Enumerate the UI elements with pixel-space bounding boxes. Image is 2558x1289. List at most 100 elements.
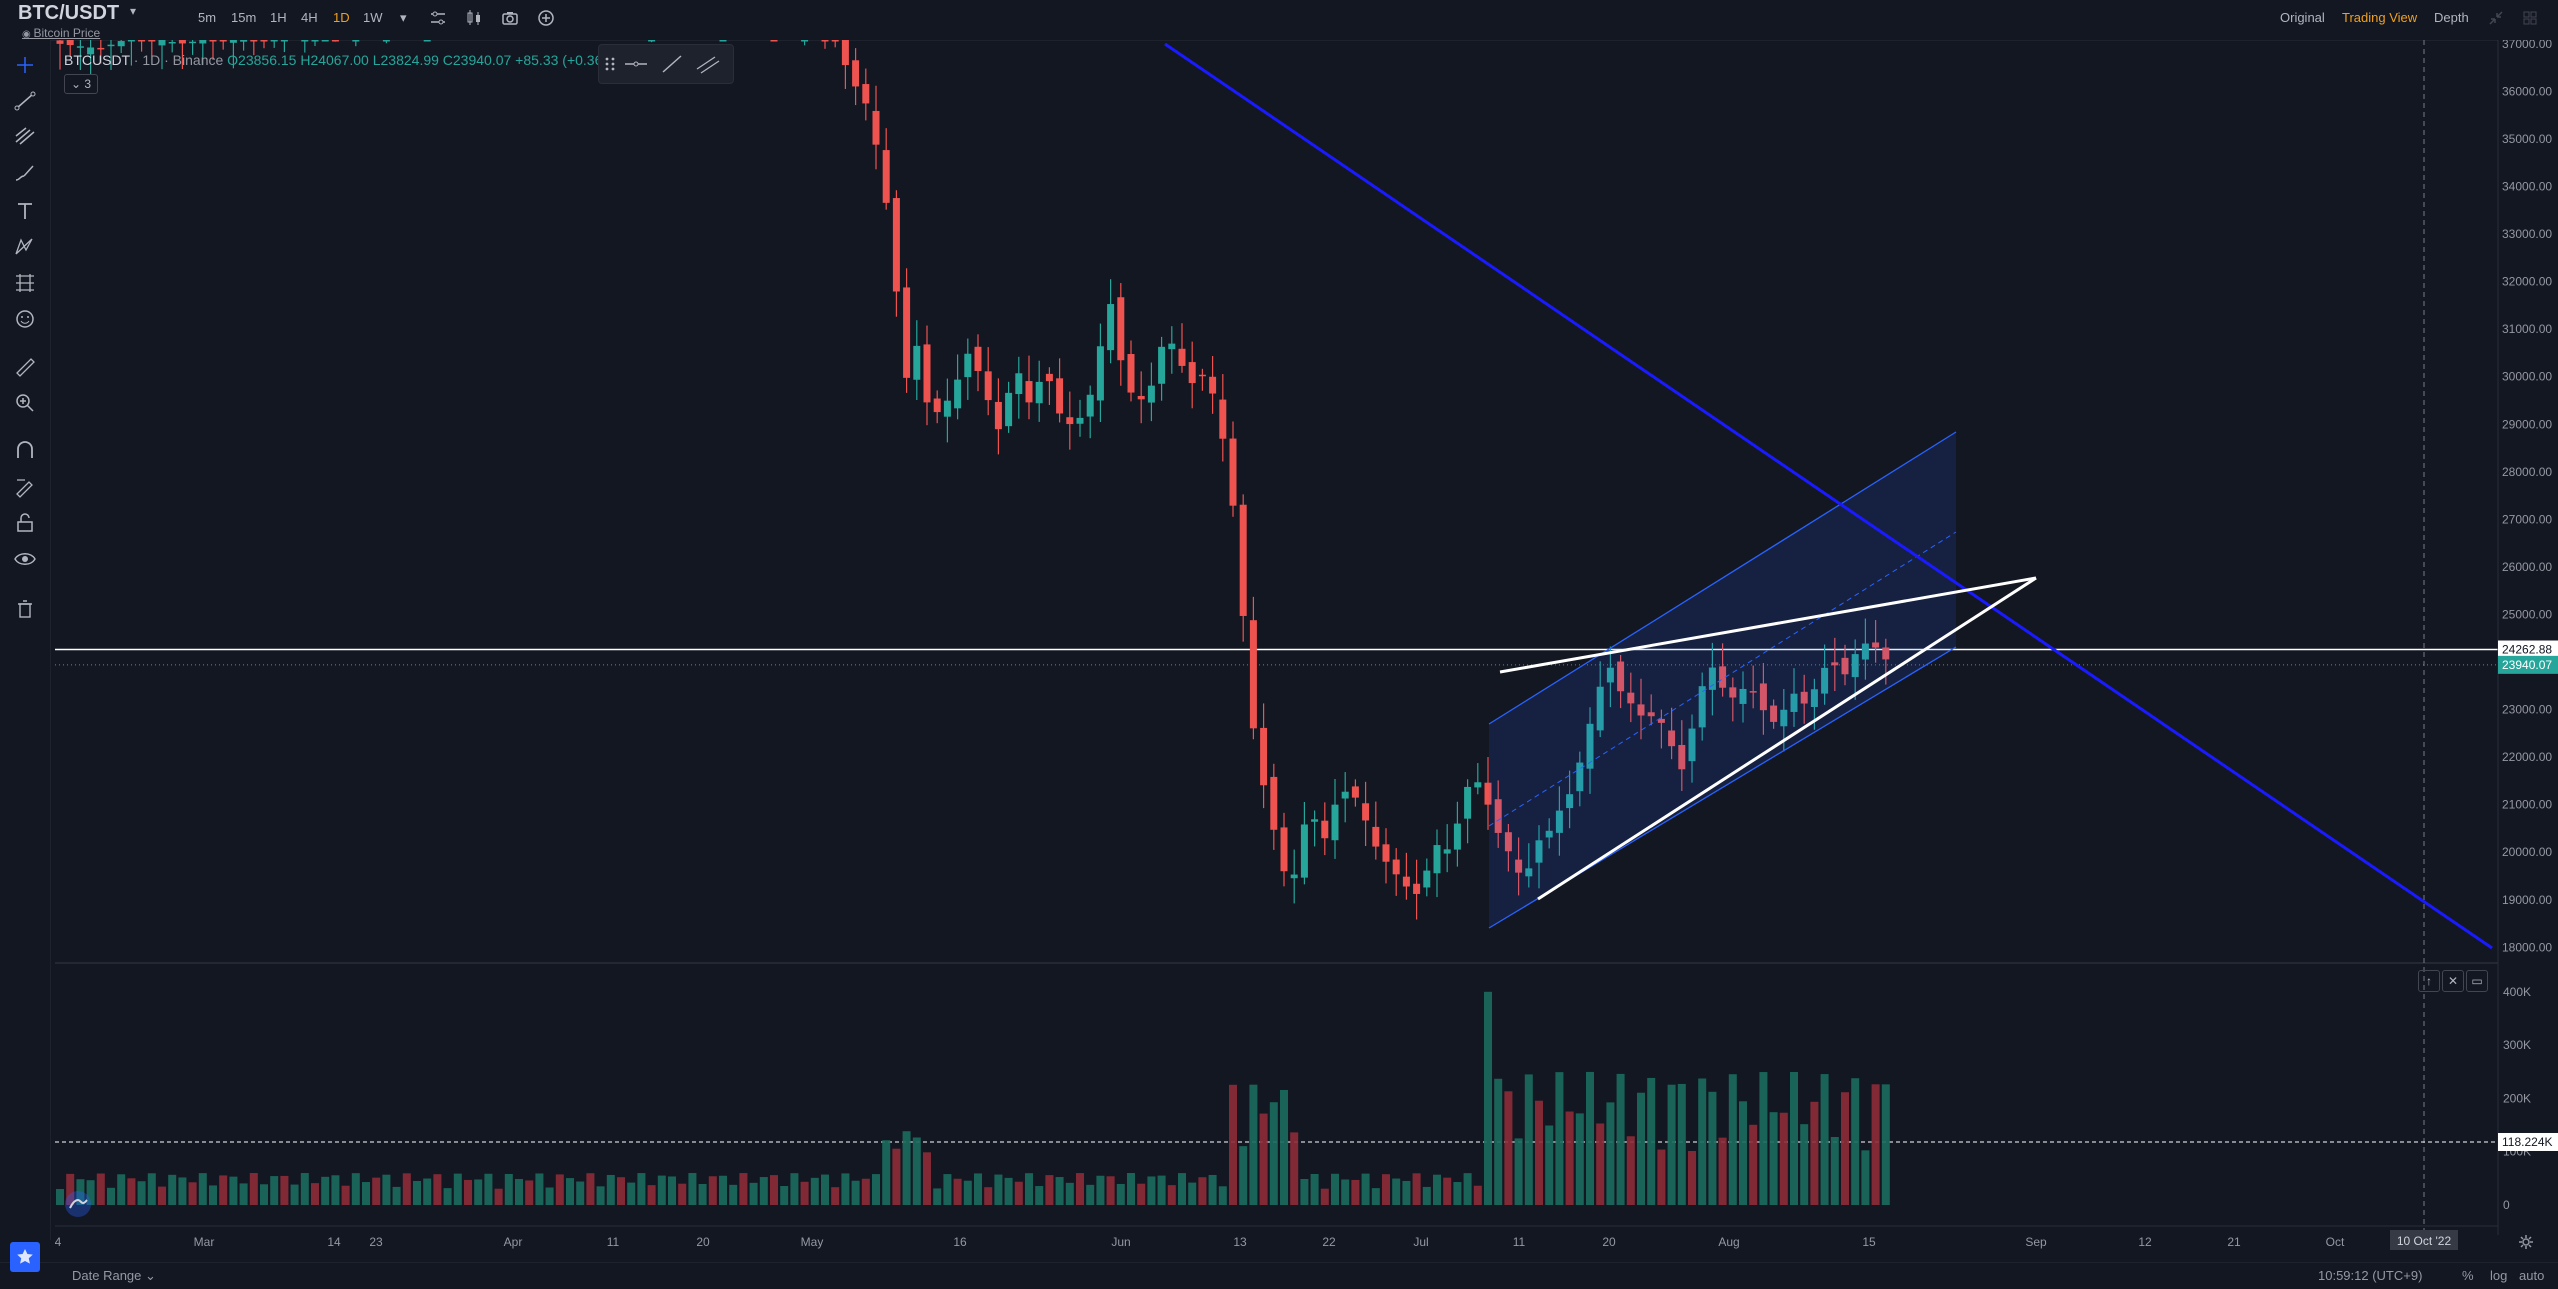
candle-body xyxy=(801,40,809,42)
volume-bar xyxy=(1586,1071,1594,1205)
volume-bar xyxy=(668,1176,676,1205)
camera-icon[interactable] xyxy=(500,8,520,28)
candle-body xyxy=(219,40,227,42)
volume-bar xyxy=(1698,1078,1707,1205)
timeframe-1d[interactable]: 1D xyxy=(333,10,350,25)
volume-bar xyxy=(933,1188,942,1205)
crosshair-icon[interactable] xyxy=(12,52,38,78)
magnet-icon[interactable] xyxy=(12,438,38,464)
volume-bar xyxy=(1167,1185,1176,1205)
candle xyxy=(1270,763,1278,850)
volume-bar xyxy=(1514,1138,1523,1205)
timeframe-5m[interactable]: 5m xyxy=(198,10,217,25)
indicators-collapse-button[interactable]: ⌄ 3 xyxy=(64,74,98,94)
volume-bar xyxy=(1188,1182,1197,1205)
candle xyxy=(1861,618,1869,680)
view-original[interactable]: Original xyxy=(2280,10,2325,25)
measure-icon[interactable] xyxy=(12,270,38,296)
volume-bar xyxy=(525,1180,534,1205)
text-icon[interactable] xyxy=(12,198,38,224)
top-bar xyxy=(0,0,2558,41)
bottom-bar xyxy=(0,1262,2558,1289)
gear-icon[interactable] xyxy=(2516,1232,2536,1252)
date-range-button[interactable]: Date Range ⌄ xyxy=(72,1268,156,1283)
lock-pencil-icon[interactable] xyxy=(12,474,38,500)
candles-icon[interactable] xyxy=(464,8,484,28)
fib-icon[interactable] xyxy=(12,124,38,150)
candle xyxy=(1464,779,1472,844)
timeframe-dropdown-icon[interactable]: ▾ xyxy=(400,10,407,25)
price-tick: 19000.00 xyxy=(2502,893,2552,907)
volume-bar xyxy=(1422,1186,1431,1205)
eye-icon[interactable] xyxy=(12,546,38,572)
pane-close-icon[interactable]: ✕ xyxy=(2442,970,2464,992)
trendline-icon[interactable] xyxy=(12,88,38,114)
layout-icon[interactable] xyxy=(2520,8,2540,28)
volume-bar xyxy=(1626,1136,1635,1205)
auto-scale-toggle[interactable]: auto xyxy=(2519,1268,2545,1283)
candle xyxy=(821,40,829,49)
volume-bar xyxy=(1708,1091,1717,1205)
candle-body xyxy=(1372,826,1380,847)
timeframe-1h[interactable]: 1H xyxy=(270,10,287,25)
volume-bar xyxy=(1606,1102,1615,1205)
brush-icon[interactable] xyxy=(12,160,38,186)
add-icon[interactable] xyxy=(536,8,556,28)
app-menu-button[interactable] xyxy=(10,1242,40,1272)
symbol-title[interactable]: BTC/USDT xyxy=(18,2,120,24)
candle xyxy=(994,378,1002,455)
percent-scale-toggle[interactable]: % xyxy=(2462,1268,2474,1283)
drawings[interactable] xyxy=(1164,42,2493,950)
floating-drawing-toolbar[interactable] xyxy=(598,44,734,84)
candle xyxy=(1800,674,1808,724)
horizontal-line-icon[interactable] xyxy=(621,51,651,77)
wedge-lower-line xyxy=(1537,576,2037,901)
trash-icon[interactable] xyxy=(12,596,38,622)
timeframe-15m[interactable]: 15m xyxy=(231,10,257,25)
volume-bar xyxy=(1861,1150,1870,1205)
chevron-down-icon[interactable]: ▾ xyxy=(130,4,137,18)
candle xyxy=(97,40,105,64)
price-chart[interactable]: 37000.00 36000.00 35000.00 34000.00 33000.00… xyxy=(55,40,2558,1262)
drag-handle-icon[interactable] xyxy=(603,53,617,75)
collapse-icon[interactable] xyxy=(2486,8,2506,28)
time-tick: 22 xyxy=(1322,1235,1336,1249)
time-tick: May xyxy=(801,1235,824,1249)
candle xyxy=(1647,694,1655,726)
trendline-icon[interactable] xyxy=(657,51,687,77)
volume-bar xyxy=(759,1177,768,1205)
chevron-down-icon: ⌄ xyxy=(70,77,82,91)
candle-body xyxy=(821,40,829,42)
zoom-icon[interactable] xyxy=(12,390,38,416)
candle-body xyxy=(1015,373,1023,395)
ruler-icon[interactable] xyxy=(12,354,38,380)
candle xyxy=(1433,829,1441,898)
candle-body xyxy=(943,400,951,417)
volume-bar xyxy=(1065,1182,1074,1205)
pattern-icon[interactable] xyxy=(12,234,38,260)
candle-body xyxy=(1515,859,1523,873)
volume-bar xyxy=(453,1173,462,1205)
candle xyxy=(1188,341,1196,409)
candle xyxy=(862,68,870,121)
candle-body xyxy=(954,379,962,409)
view-trading-view[interactable]: Trading View xyxy=(2342,10,2418,25)
candle-body xyxy=(1678,744,1686,770)
candle xyxy=(1555,786,1563,856)
emoji-icon[interactable] xyxy=(12,306,38,332)
candle-body xyxy=(1555,810,1563,833)
candle-body xyxy=(903,287,911,378)
channel-icon[interactable] xyxy=(693,51,723,77)
pane-move-up-icon[interactable]: ↑ xyxy=(2418,970,2440,992)
timeframe-1w[interactable]: 1W xyxy=(363,10,383,25)
chart-settings-icon[interactable] xyxy=(428,8,448,28)
symbol-subtitle[interactable]: ◉ Bitcoin Price xyxy=(22,26,101,40)
view-depth[interactable]: Depth xyxy=(2434,10,2469,25)
candle xyxy=(1341,772,1349,823)
volume-bar xyxy=(1208,1174,1217,1205)
volume-bar xyxy=(688,1173,697,1205)
pane-maximize-icon[interactable]: ▭ xyxy=(2466,970,2488,992)
log-scale-toggle[interactable]: log xyxy=(2490,1268,2508,1283)
timeframe-4h[interactable]: 4H xyxy=(301,10,318,25)
lock-icon[interactable] xyxy=(12,510,38,536)
